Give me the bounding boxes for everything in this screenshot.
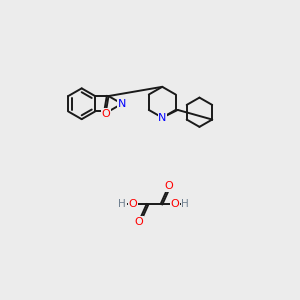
Text: H: H xyxy=(118,199,126,209)
Text: O: O xyxy=(164,181,173,191)
Text: N: N xyxy=(118,99,126,109)
Text: O: O xyxy=(170,199,179,209)
Text: O: O xyxy=(128,199,137,209)
Text: N: N xyxy=(158,112,166,123)
Text: H: H xyxy=(181,199,189,209)
Text: O: O xyxy=(102,109,111,119)
Text: O: O xyxy=(135,217,143,226)
